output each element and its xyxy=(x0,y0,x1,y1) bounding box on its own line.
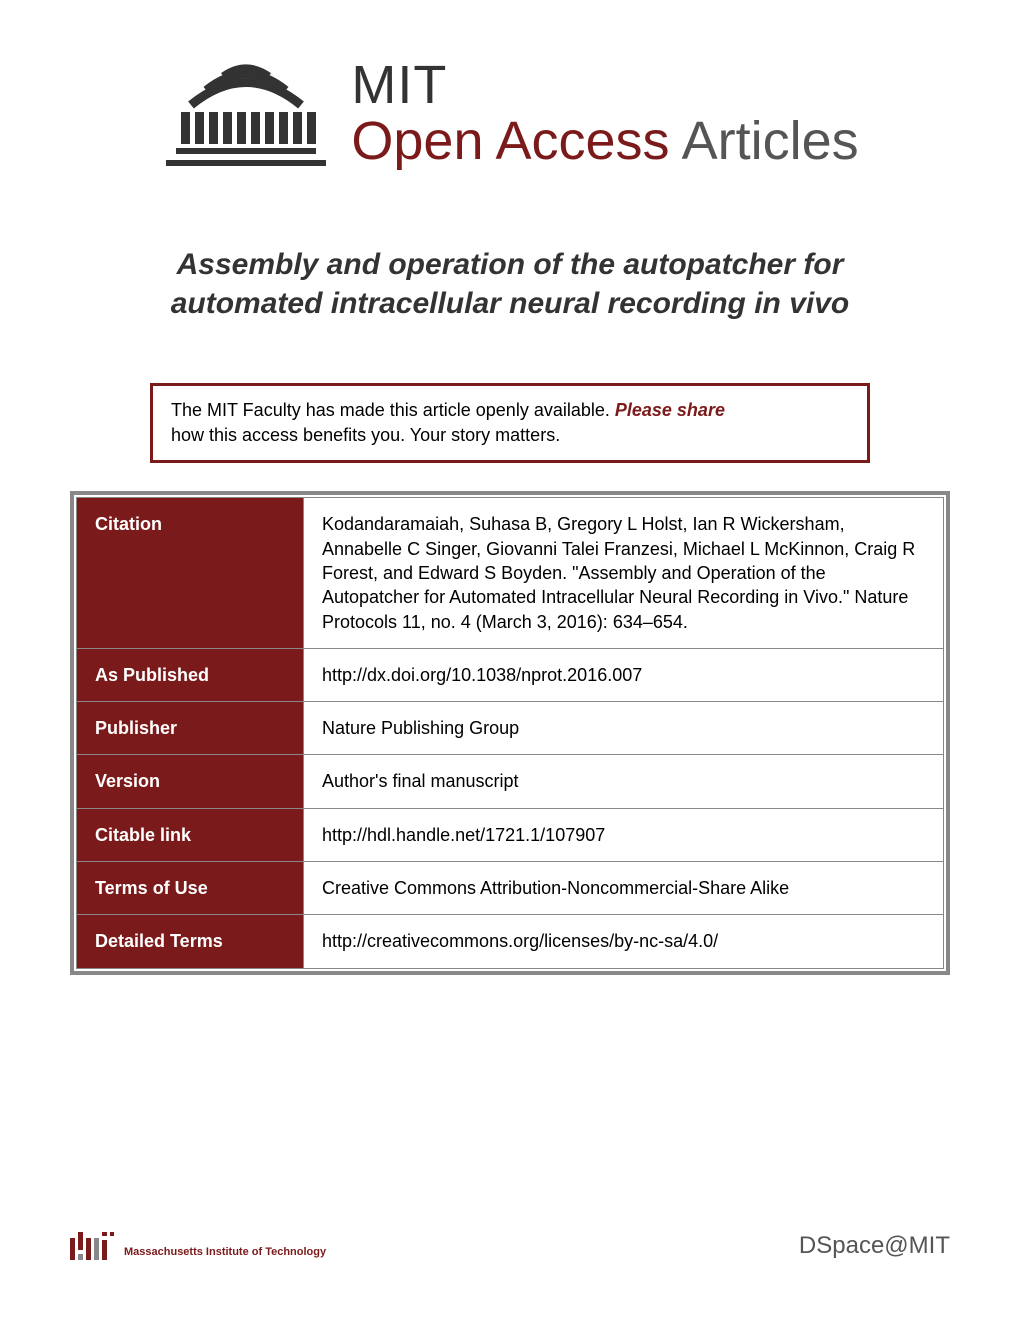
footer-dspace: DSpace@MIT xyxy=(799,1232,950,1260)
row-value: Nature Publishing Group xyxy=(304,702,944,755)
row-label: As Published xyxy=(77,648,304,701)
notice-prefix: The MIT Faculty has made this article op… xyxy=(171,400,615,420)
table-row: CitationKodandaramaiah, Suhasa B, Gregor… xyxy=(77,498,944,648)
header-logo: MIT Open Access Articles xyxy=(70,50,950,170)
row-value[interactable]: http://creativecommons.org/licenses/by-n… xyxy=(304,915,944,968)
table-row: PublisherNature Publishing Group xyxy=(77,702,944,755)
row-value: Author's final manuscript xyxy=(304,755,944,808)
row-label: Detailed Terms xyxy=(77,915,304,968)
table-row: VersionAuthor's final manuscript xyxy=(77,755,944,808)
row-value[interactable]: http://hdl.handle.net/1721.1/107907 xyxy=(304,808,944,861)
footer-institution: Massachusetts Institute of Technology xyxy=(124,1246,326,1260)
row-label: Terms of Use xyxy=(77,862,304,915)
row-label: Citation xyxy=(77,498,304,648)
row-label: Version xyxy=(77,755,304,808)
row-value[interactable]: http://dx.doi.org/10.1038/nprot.2016.007 xyxy=(304,648,944,701)
mit-dome-icon xyxy=(161,50,331,170)
row-label: Publisher xyxy=(77,702,304,755)
table-row: Detailed Termshttp://creativecommons.org… xyxy=(77,915,944,968)
logo-text-mit: MIT xyxy=(351,57,858,114)
table-row: As Publishedhttp://dx.doi.org/10.1038/np… xyxy=(77,648,944,701)
row-value: Creative Commons Attribution-Noncommerci… xyxy=(304,862,944,915)
footer: Massachusetts Institute of Technology DS… xyxy=(70,1232,950,1260)
table-row: Citable linkhttp://hdl.handle.net/1721.1… xyxy=(77,808,944,861)
metadata-table: CitationKodandaramaiah, Suhasa B, Gregor… xyxy=(70,491,950,974)
logo-text-open-access: Open Access Articles xyxy=(351,113,858,170)
please-share-link[interactable]: Please share xyxy=(615,400,725,420)
row-label: Citable link xyxy=(77,808,304,861)
row-value: Kodandaramaiah, Suhasa B, Gregory L Hols… xyxy=(304,498,944,648)
share-notice: The MIT Faculty has made this article op… xyxy=(150,383,870,463)
article-title: Assembly and operation of the autopatche… xyxy=(70,245,950,323)
notice-line2: how this access benefits you. Your story… xyxy=(171,425,560,445)
table-row: Terms of UseCreative Commons Attribution… xyxy=(77,862,944,915)
mit-bars-icon xyxy=(70,1232,114,1260)
